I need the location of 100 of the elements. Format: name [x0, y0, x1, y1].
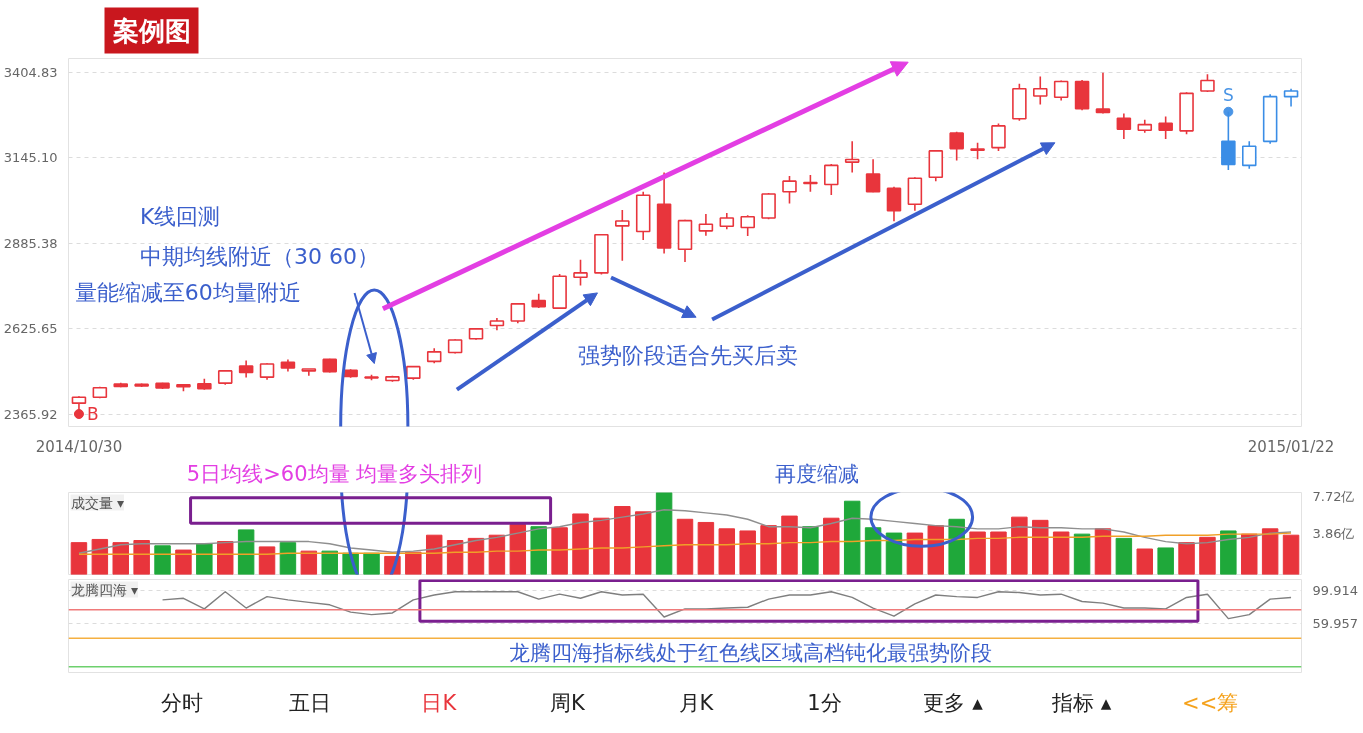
bar — [718, 528, 736, 575]
bar — [1220, 530, 1237, 575]
bar — [927, 525, 945, 575]
bar — [425, 534, 443, 575]
line-series — [161, 591, 1292, 620]
bar — [572, 513, 589, 575]
candlestick — [949, 131, 964, 162]
bar — [363, 552, 380, 575]
y-tick-label: 3145.10 — [3, 150, 58, 166]
bar — [551, 527, 568, 575]
category-label: 1分 — [807, 690, 842, 715]
bar — [739, 530, 756, 575]
candlestick — [886, 185, 902, 223]
chart-title: 成交量 ▾ — [70, 494, 124, 511]
y-tick-label: 7.72亿 — [1312, 488, 1355, 504]
y-tick-label: 99.914 — [1312, 583, 1358, 599]
bar — [237, 529, 255, 575]
annotation: K线回测 — [140, 203, 221, 229]
bar — [906, 532, 924, 575]
y-tick-label: 59.957 — [1312, 616, 1358, 632]
bar — [1199, 536, 1216, 575]
bar — [1052, 531, 1070, 575]
candlestick — [573, 258, 588, 287]
candlestick — [1032, 75, 1048, 106]
line-series — [78, 509, 1292, 554]
bar — [990, 531, 1007, 575]
y-tick-label: 2625.65 — [3, 321, 58, 337]
bar — [154, 545, 171, 575]
annotation: 龙腾四海指标线处于红色线区域高档钝化最强势阶段 — [508, 640, 992, 665]
candlestick — [991, 122, 1006, 152]
bar — [781, 515, 798, 575]
bar — [1115, 537, 1133, 575]
candlestick — [844, 140, 860, 174]
bar — [1094, 528, 1112, 575]
chart-title: 龙腾四海 ▾ — [70, 581, 138, 598]
line-series — [78, 532, 1292, 556]
bar — [258, 546, 276, 575]
bar — [133, 540, 150, 575]
annotation: 中期均线附近（30 60） — [140, 243, 379, 269]
bar — [175, 549, 192, 575]
candlestick — [1116, 112, 1132, 140]
bar — [446, 540, 464, 575]
bar — [823, 517, 840, 575]
bar — [760, 525, 777, 575]
chart-title: 案例图 — [111, 15, 191, 46]
bar — [655, 492, 673, 575]
candlestick — [615, 209, 630, 262]
series-label: B — [86, 404, 99, 424]
bar — [802, 526, 819, 575]
candlestick — [1241, 140, 1257, 170]
y-tick-label: 2885.38 — [3, 235, 58, 251]
candlestick — [1158, 115, 1173, 140]
bar — [948, 518, 965, 575]
bar — [321, 550, 338, 575]
bar — [864, 527, 882, 575]
series-label: S — [1222, 84, 1234, 105]
candlestick — [510, 302, 526, 325]
bar — [1011, 516, 1028, 575]
category-label: 更多 ▴ — [923, 690, 984, 715]
bar — [614, 506, 631, 575]
category-label: 周K — [549, 690, 586, 715]
bar — [217, 541, 234, 575]
candlestick — [1095, 71, 1111, 115]
bar — [1157, 547, 1174, 575]
bar — [634, 511, 652, 575]
annotation: 强势阶段适合先买后卖 — [577, 342, 798, 368]
bar — [1261, 528, 1279, 575]
candlestick — [824, 163, 839, 196]
candlestick — [782, 175, 797, 205]
y-tick-label: 2365.92 — [3, 406, 58, 422]
bar — [1136, 548, 1153, 575]
category-label: 月K — [678, 690, 715, 715]
candlestick — [698, 213, 714, 237]
bar — [1241, 533, 1258, 575]
category-label: 五日 — [289, 690, 332, 715]
bar — [300, 550, 318, 575]
y-tick-label: 3.86亿 — [1312, 526, 1355, 541]
bar — [1073, 533, 1091, 575]
candlestick — [740, 214, 755, 237]
bar — [697, 521, 715, 575]
x-tick-label: 2015/01/22 — [1247, 437, 1335, 456]
bar — [1032, 519, 1049, 575]
bar — [70, 542, 88, 575]
bar — [405, 551, 422, 575]
candlestick — [865, 158, 881, 194]
annotation: 量能缩减至60均量附近 — [74, 280, 301, 306]
bar — [196, 543, 213, 575]
bar — [509, 524, 527, 575]
x-tick-label: 2014/10/30 — [35, 437, 123, 456]
bar — [593, 517, 610, 575]
category-label: 分时 — [160, 690, 203, 715]
bar — [676, 518, 694, 575]
text: 5日均线>60均量 均量多头排列 — [186, 461, 483, 486]
y-tick-label: 3404.83 — [3, 64, 58, 80]
category-label: 日K — [421, 690, 458, 715]
bar — [1282, 534, 1300, 575]
bar — [969, 531, 986, 575]
bar — [530, 526, 547, 575]
bar — [91, 538, 109, 575]
bar — [843, 500, 861, 575]
